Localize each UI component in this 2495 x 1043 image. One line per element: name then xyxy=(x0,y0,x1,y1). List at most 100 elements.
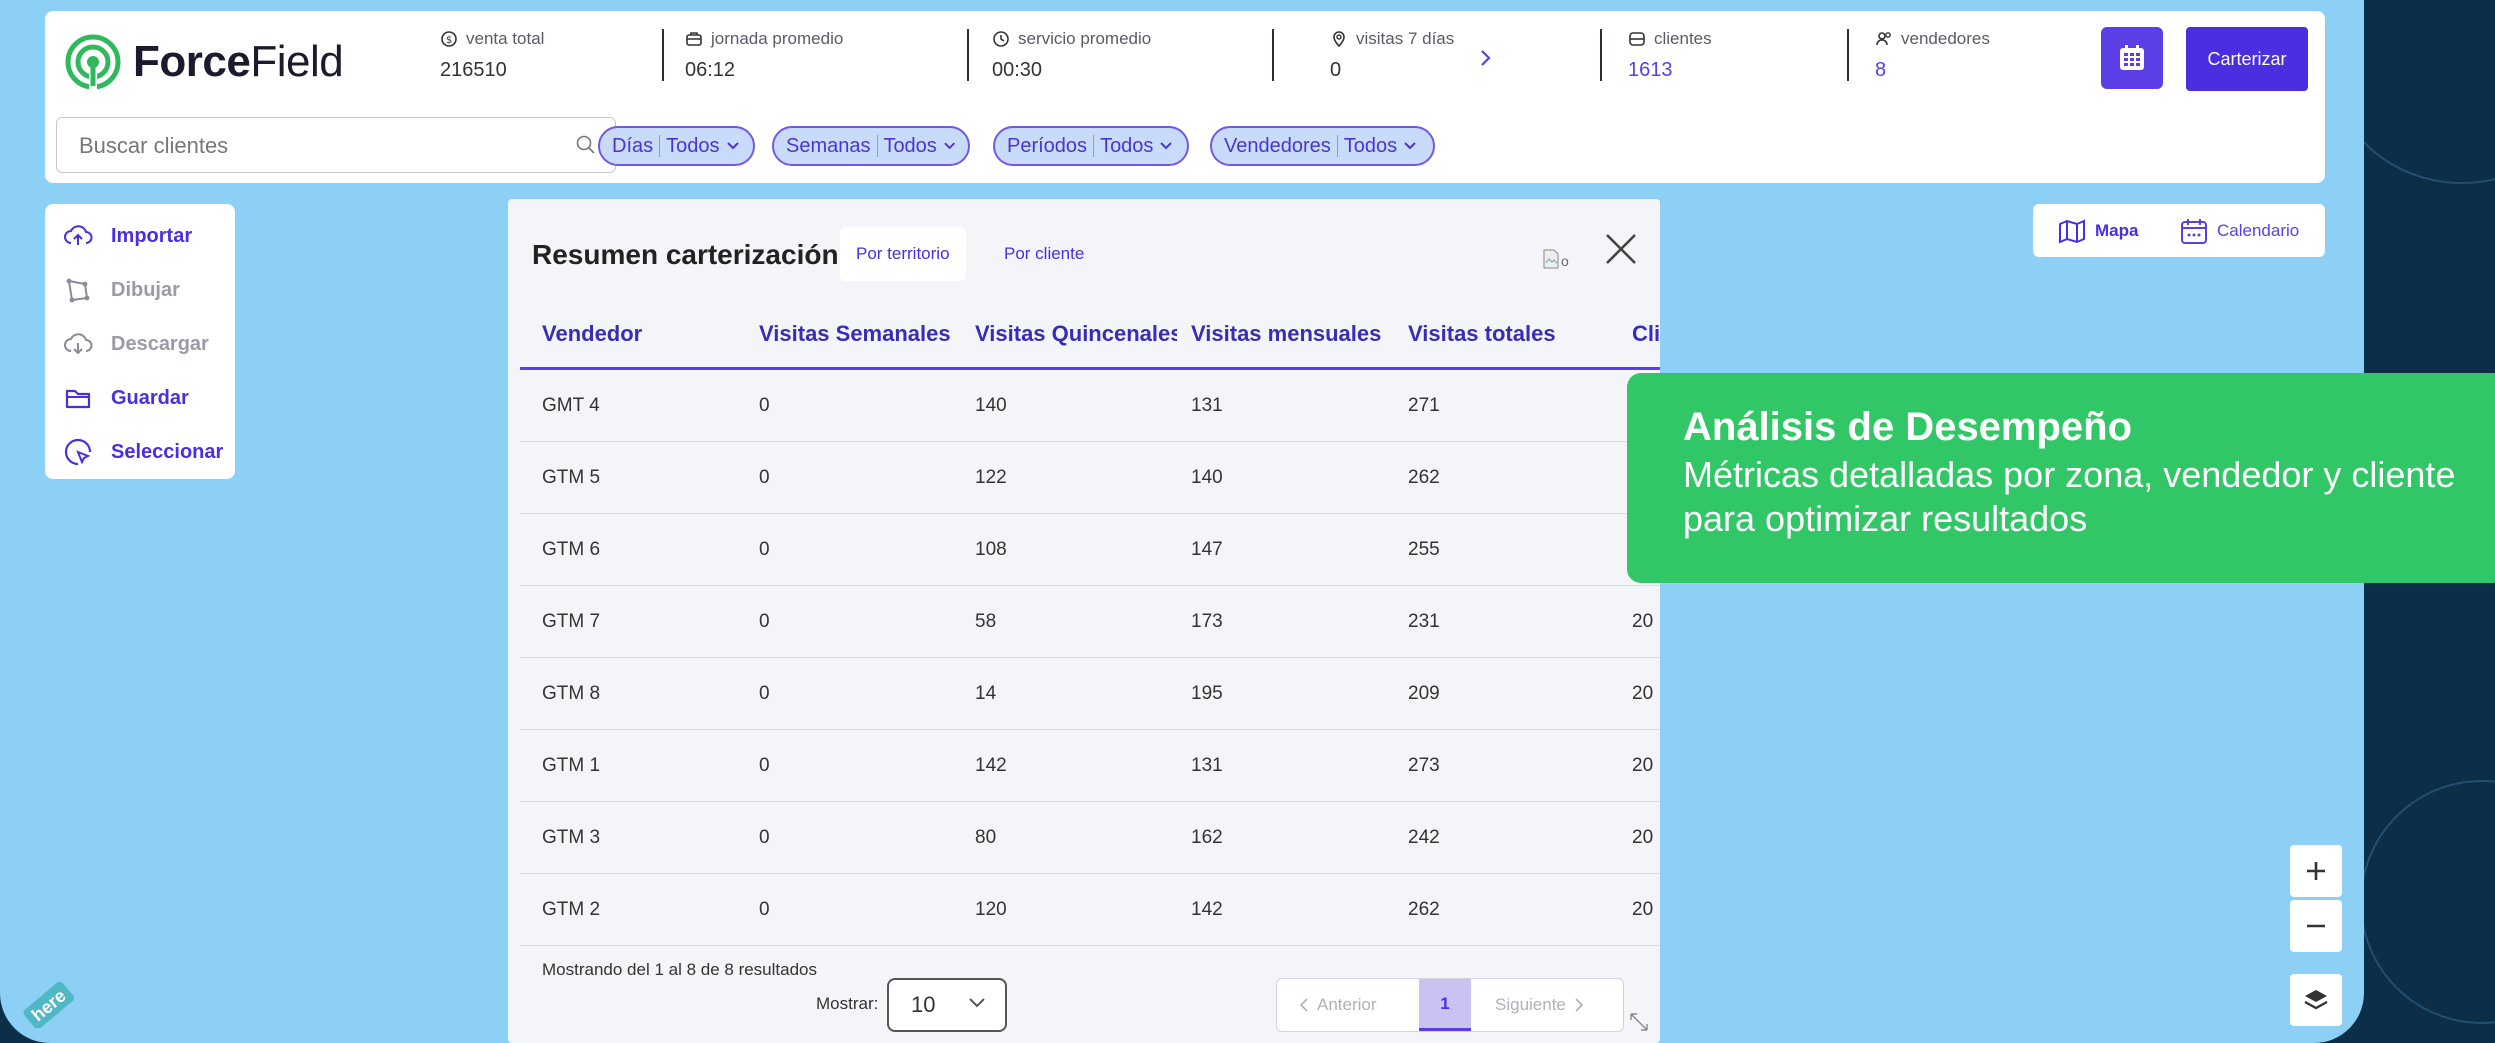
table-cell: 120 xyxy=(975,899,1007,920)
resize-handle-icon[interactable] xyxy=(1628,1011,1650,1033)
filter-dias[interactable]: Días Todos xyxy=(598,126,755,166)
column-header[interactable]: Visitas Quincenales xyxy=(975,321,1177,346)
column-header[interactable]: Visitas mensuales xyxy=(1191,321,1382,346)
view-map-button[interactable]: Mapa xyxy=(2057,216,2138,246)
divider xyxy=(1093,135,1095,157)
search-icon[interactable] xyxy=(575,134,597,156)
filter-vendedores[interactable]: Vendedores Todos xyxy=(1210,126,1435,166)
column-header[interactable]: Visitas totales xyxy=(1408,321,1556,346)
table-cell: 195 xyxy=(1191,683,1223,704)
here-logo-mark: here xyxy=(23,981,74,1029)
map-tools: Importar Dibujar Descargar Guardar Selec… xyxy=(45,204,235,479)
metric-label: vendedores xyxy=(1901,29,1990,48)
results-info: Mostrando del 1 al 8 de 8 resultados xyxy=(542,960,818,979)
table-cell: 0 xyxy=(759,899,770,920)
tool-importar[interactable]: Importar xyxy=(63,218,192,254)
divider xyxy=(1847,29,1849,81)
calendar-icon xyxy=(2181,219,2207,244)
calendar-grid-button[interactable] xyxy=(2101,27,2163,89)
chevron-right-icon xyxy=(1575,998,1584,1012)
chevron-right-icon[interactable] xyxy=(1478,47,1492,69)
tool-dibujar[interactable]: Dibujar xyxy=(63,272,180,308)
table-cell: 242 xyxy=(1408,827,1440,848)
column-header[interactable]: Vendedor xyxy=(542,321,643,346)
table-row[interactable]: GMT 4 0 140 131 271 xyxy=(520,369,1660,442)
table-cell: 273 xyxy=(1408,755,1440,776)
table-cell: 58 xyxy=(975,611,997,632)
divider xyxy=(967,29,969,81)
layers-button[interactable] xyxy=(2290,974,2342,1026)
table-cell: GTM 3 xyxy=(542,827,601,848)
top-bar: ForceField $ venta total 216510 jornada p… xyxy=(45,11,2325,183)
table-cell: 80 xyxy=(975,827,997,848)
divider xyxy=(1336,135,1338,157)
tool-label: Guardar xyxy=(111,386,189,409)
tool-seleccionar[interactable]: Seleccionar xyxy=(63,434,223,470)
upload-icon xyxy=(64,225,93,245)
table-row[interactable]: GTM 3 0 80 162 242 20 xyxy=(520,801,1660,874)
calendar-grid-icon xyxy=(2120,45,2144,70)
table-header: Vendedor Visitas Semanales Visitas Quinc… xyxy=(520,299,1660,370)
table-cell: 122 xyxy=(975,467,1007,488)
brand-name: ForceField xyxy=(133,37,344,86)
filter-value: Todos xyxy=(1100,134,1154,157)
table-row[interactable]: GTM 2 0 120 142 262 20 xyxy=(520,873,1660,946)
table-cell: 173 xyxy=(1191,611,1223,632)
dollar-icon: $ xyxy=(441,31,457,47)
metric-value: 0 xyxy=(1330,59,1342,81)
table-cell: GTM 2 xyxy=(542,899,601,920)
filter-periodos[interactable]: Períodos Todos xyxy=(993,126,1189,166)
page-size-value: 10 xyxy=(911,992,936,1017)
table-cell: GTM 8 xyxy=(542,683,601,704)
pagination-next[interactable]: Siguiente xyxy=(1495,979,1584,1031)
carterizar-button[interactable]: Carterizar xyxy=(2186,27,2308,91)
table-row[interactable]: GTM 8 0 14 195 209 20 xyxy=(520,657,1660,730)
search-input[interactable] xyxy=(77,118,551,174)
close-icon[interactable] xyxy=(1603,231,1639,267)
divider xyxy=(1600,29,1602,81)
filter-name: Semanas xyxy=(786,134,871,157)
table-row[interactable]: GTM 6 0 108 147 255 xyxy=(520,513,1660,586)
tool-descargar[interactable]: Descargar xyxy=(63,326,209,362)
table-cell: 0 xyxy=(759,611,770,632)
pagination-page-current[interactable]: 1 xyxy=(1419,979,1471,1031)
pagination-prev[interactable]: Anterior xyxy=(1299,979,1377,1031)
table-row[interactable]: GTM 5 0 122 140 262 xyxy=(520,441,1660,514)
table-cell: GMT 4 xyxy=(542,395,600,416)
column-header[interactable]: Visitas Semanales xyxy=(759,321,951,346)
tab-por-territorio[interactable]: Por territorio xyxy=(840,227,966,281)
divider xyxy=(659,135,661,157)
table-cell: 262 xyxy=(1408,467,1440,488)
table-cell: 142 xyxy=(975,755,1007,776)
metric-value: 06:12 xyxy=(685,59,736,81)
view-calendar-button[interactable]: Calendario xyxy=(2179,216,2299,246)
table-cell: 0 xyxy=(759,539,770,560)
table-cell: GTM 7 xyxy=(542,611,601,632)
table-cell: 20 xyxy=(1632,683,1654,704)
layers-icon xyxy=(2304,990,2328,1010)
table-cell: 231 xyxy=(1408,611,1440,632)
column-header[interactable]: Cli xyxy=(1632,321,1660,346)
location-pin-icon xyxy=(1333,31,1345,48)
select-icon xyxy=(64,438,92,466)
polygon-icon xyxy=(66,278,90,303)
download-icon xyxy=(64,333,93,355)
table-cell: 131 xyxy=(1191,755,1223,776)
tool-guardar[interactable]: Guardar xyxy=(63,380,189,416)
zoom-out-button[interactable] xyxy=(2290,900,2342,952)
table-cell: 271 xyxy=(1408,395,1440,416)
view-label: Mapa xyxy=(2095,221,2139,240)
page-size-select[interactable]: 10 xyxy=(887,978,1007,1032)
tab-por-cliente[interactable]: Por cliente xyxy=(1004,244,1085,263)
filter-semanas[interactable]: Semanas Todos xyxy=(772,126,970,166)
metric-label: jornada promedio xyxy=(711,29,844,48)
table-row[interactable]: GTM 7 0 58 173 231 20 xyxy=(520,585,1660,658)
zoom-in-button[interactable] xyxy=(2290,845,2342,897)
metric-visitas-7-dias[interactable]: visitas 7 días 0 xyxy=(1330,29,1454,99)
view-label: Calendario xyxy=(2217,221,2300,240)
metric-value: 216510 xyxy=(440,59,507,81)
table-cell: 108 xyxy=(975,539,1007,560)
table-row[interactable]: GTM 1 0 142 131 273 20 xyxy=(520,729,1660,802)
metric-jornada-promedio: jornada promedio 06:12 xyxy=(685,29,843,99)
decorative-arc xyxy=(2360,780,2495,1024)
